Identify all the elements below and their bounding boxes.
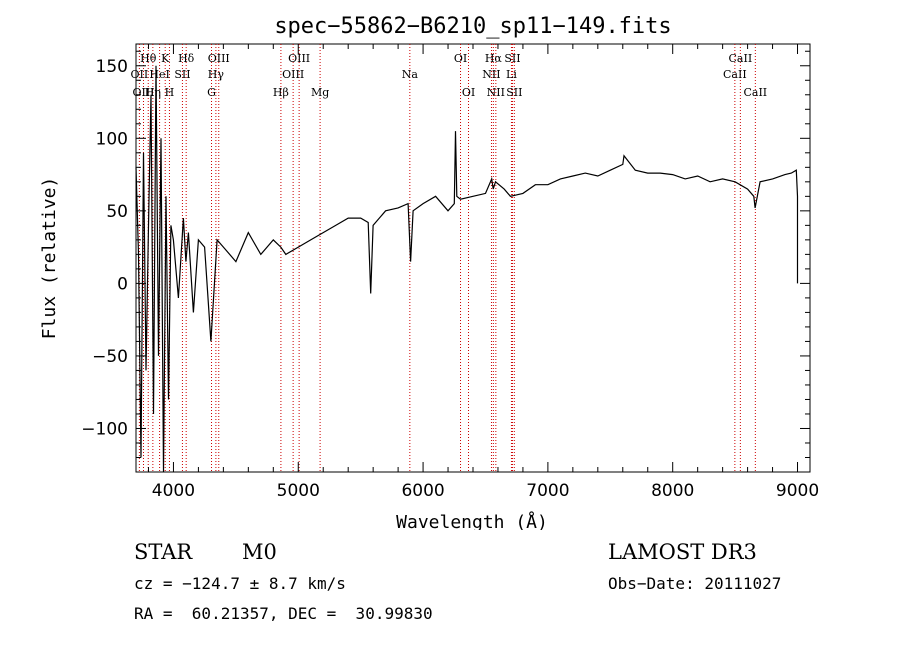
- redshift-readout: cz = −124.7 ± 8.7 km/s: [134, 574, 346, 593]
- y-axis-label: Flux (relative): [39, 177, 60, 340]
- x-axis-label: Wavelength (Å): [396, 511, 548, 530]
- line-label: Na: [402, 68, 419, 81]
- line-label: Hα: [485, 52, 503, 65]
- chart-title: spec−55862−B6210_sp11−149.fits: [274, 14, 671, 39]
- line-label: NII: [482, 68, 500, 81]
- y-tick-label: 100: [96, 129, 128, 149]
- spectrum-line: [135, 65, 799, 473]
- line-label: OI: [454, 52, 467, 65]
- line-label: OI: [462, 86, 475, 99]
- y-tick-label: −50: [92, 347, 128, 367]
- line-label: NII: [487, 86, 505, 99]
- x-tick-label: 8000: [651, 481, 694, 501]
- line-label: CaII: [743, 86, 767, 99]
- line-label: HeI: [149, 68, 169, 81]
- line-label: OIII: [282, 68, 304, 81]
- line-label: CaII: [723, 68, 747, 81]
- line-label: Hη: [145, 86, 161, 99]
- line-label: SII: [506, 86, 522, 99]
- observation-date: Obs−Date: 20111027: [608, 574, 782, 593]
- line-label: OIII: [208, 52, 230, 65]
- line-label: G: [207, 86, 216, 99]
- line-label: H: [165, 86, 175, 99]
- y-tick-label: 50: [106, 202, 128, 222]
- x-tick-label: 9000: [776, 481, 819, 501]
- line-label: SII: [504, 52, 520, 65]
- y-tick-label: −100: [81, 419, 128, 439]
- x-tick-label: 6000: [401, 481, 444, 501]
- line-label: Hγ: [208, 68, 225, 81]
- line-label: Hθ: [140, 52, 157, 65]
- line-label: CaII: [729, 52, 753, 65]
- line-label: OII: [131, 68, 149, 81]
- object-class: STAR: [134, 540, 193, 564]
- line-label: OIII: [132, 86, 154, 99]
- line-label: Hδ: [178, 52, 195, 65]
- subclass: M0: [242, 540, 277, 564]
- line-label: SII: [174, 68, 190, 81]
- line-label: Hβ: [273, 86, 289, 99]
- x-tick-label: 4000: [152, 481, 195, 501]
- x-tick-label: 7000: [526, 481, 569, 501]
- y-tick-label: 150: [96, 57, 128, 77]
- line-label: K: [161, 52, 170, 65]
- y-tick-label: 0: [117, 274, 128, 294]
- coordinates-readout: RA = 60.21357, DEC = 30.99830: [134, 604, 433, 623]
- spectrum-chart: spec−55862−B6210_sp11−149.fits Hθ OII OIII…: [39, 14, 819, 530]
- line-label: Mg: [311, 86, 329, 99]
- line-label: OIII: [288, 52, 310, 65]
- line-label: Li: [506, 68, 517, 81]
- survey-name: LAMOST DR3: [608, 540, 757, 564]
- x-tick-label: 5000: [277, 481, 320, 501]
